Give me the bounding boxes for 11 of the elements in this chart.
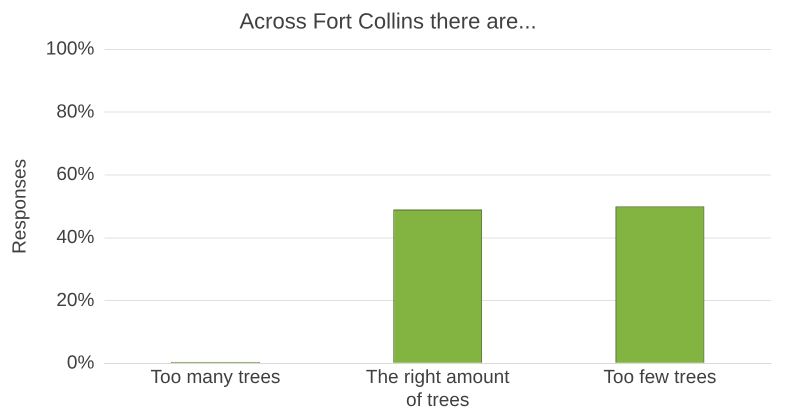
x-tick-label: Too few trees [603,367,716,388]
x-tick-label: The right amount of trees [366,367,510,411]
x-tick-label: Too many trees [150,367,280,388]
y-tick-label: 80% [56,101,94,122]
chart-title: Across Fort Collins there are... [239,8,537,34]
y-tick-label: 0% [66,352,94,374]
y-tick-label: 40% [56,227,94,248]
y-axis-title: Responses [10,158,31,254]
y-tick-label: 60% [56,164,94,186]
y-tick-label: 20% [56,290,94,311]
y-tick-label: 100% [46,38,94,60]
